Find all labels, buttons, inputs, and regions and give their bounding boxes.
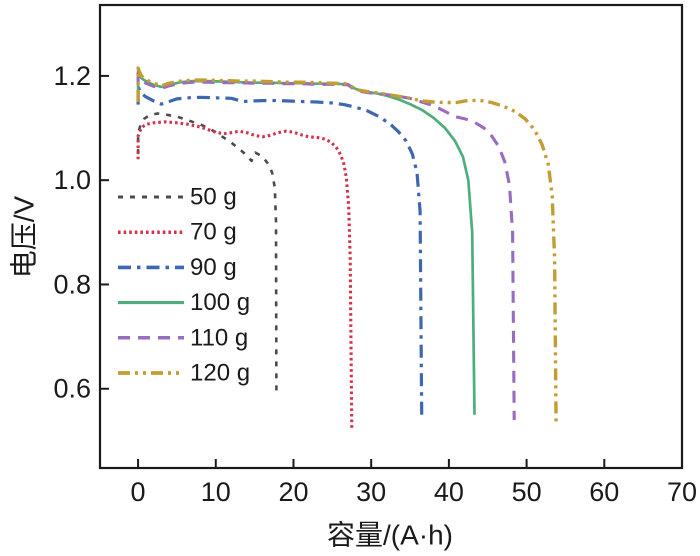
legend-label: 100 g: [190, 289, 250, 316]
y-tick-label: 0.6: [53, 374, 91, 404]
legend-label: 90 g: [190, 254, 237, 281]
x-tick-label: 30: [356, 477, 386, 507]
legend-item: 120 g: [118, 360, 250, 387]
legend-label: 70 g: [190, 219, 237, 246]
plot-border: [98, 3, 684, 470]
legend-label: 120 g: [190, 360, 250, 387]
axis-ticks: [100, 74, 683, 468]
chart-legend: 50 g 70 g 90 g 100 g 110 g 120 g: [118, 184, 250, 387]
x-tick-label: 10: [201, 477, 231, 507]
y-axis-title: 电压/V: [9, 195, 40, 278]
y-tick-labels: 0.6 0.8 1.0 1.2: [53, 61, 91, 404]
legend-item: 50 g: [118, 184, 237, 211]
x-tick-label: 70: [667, 477, 697, 507]
x-tick-label: 50: [512, 477, 542, 507]
x-tick-label: 20: [278, 477, 308, 507]
x-tick-label: 60: [589, 477, 619, 507]
legend-item: 110 g: [118, 324, 248, 351]
x-axis-title: 容量/(A·h): [327, 520, 453, 551]
series-line: [136, 71, 516, 421]
legend-item: 100 g: [118, 289, 250, 316]
data-series: [136, 66, 558, 431]
y-tick-label: 1.2: [53, 61, 91, 91]
series-line: [136, 66, 558, 426]
x-tick-label: 0: [131, 477, 146, 507]
legend-item: 90 g: [118, 254, 237, 281]
series-line: [136, 69, 476, 415]
legend-label: 50 g: [190, 184, 237, 211]
y-tick-label: 0.8: [53, 269, 91, 299]
series-line: [136, 120, 354, 431]
legend-item: 70 g: [118, 219, 237, 246]
y-tick-label: 1.0: [53, 165, 91, 195]
x-tick-labels: 0 10 20 30 40 50 60 70: [131, 477, 697, 507]
legend-label: 110 g: [190, 324, 248, 351]
series-line: [136, 84, 424, 415]
x-tick-label: 40: [434, 477, 464, 507]
